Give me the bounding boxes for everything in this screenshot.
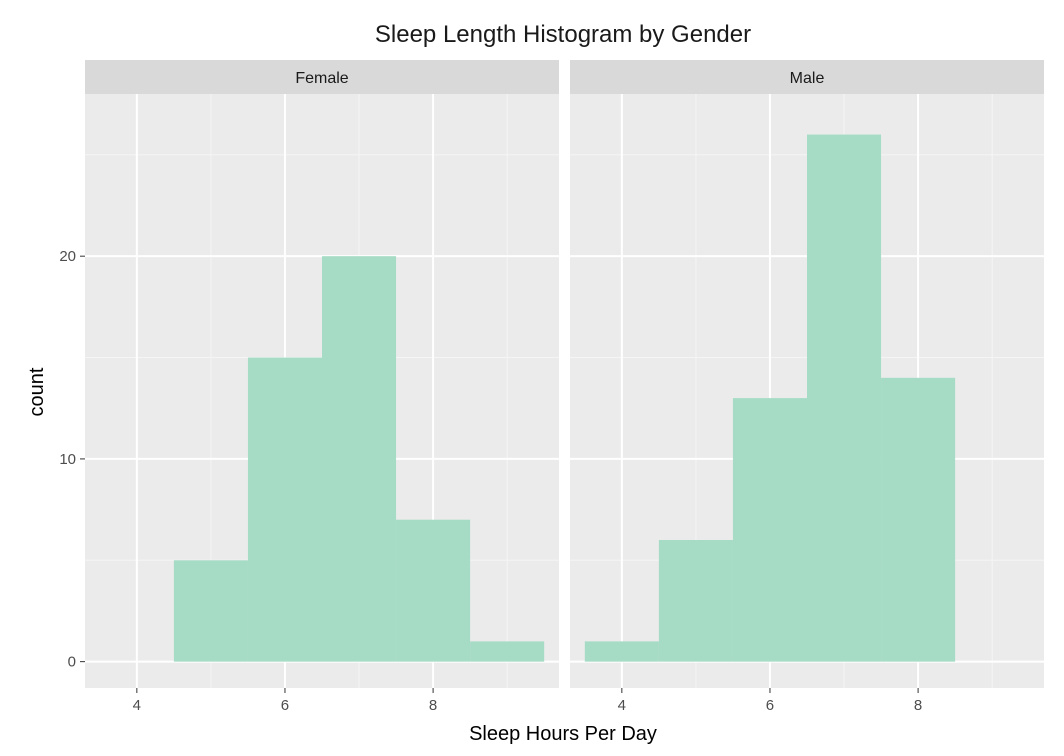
facet-panels: Female 4 6 8 Male 4 6 8: [85, 60, 1044, 714]
histogram-bar: [807, 134, 882, 662]
x-tick-label: 4: [618, 697, 626, 714]
histogram-bar: [470, 641, 545, 662]
y-tick-label: 20: [59, 248, 76, 265]
x-axis-label: Sleep Hours Per Day: [469, 723, 657, 745]
histogram-bar: [584, 641, 659, 662]
histogram-bar: [173, 560, 248, 662]
histogram-bar: [396, 519, 471, 662]
facet-strip-label: Male: [790, 70, 825, 87]
y-axis-label: count: [26, 367, 48, 416]
histogram-bar: [732, 398, 807, 662]
y-axis: 0 10 20: [59, 248, 85, 671]
x-tick-label: 4: [133, 697, 141, 714]
facet-strip: [570, 60, 1044, 94]
chart-title: Sleep Length Histogram by Gender: [375, 21, 751, 48]
histogram-bar: [658, 540, 733, 662]
histogram-bar: [247, 357, 322, 662]
facet-panel-male: Male 4 6 8: [570, 60, 1044, 714]
facet-strip-label: Female: [295, 70, 348, 87]
x-tick-label: 8: [429, 697, 437, 714]
y-tick-label: 0: [68, 654, 76, 671]
histogram-bar: [881, 377, 956, 662]
histogram-bar: [322, 256, 397, 662]
facet-panel-female: Female 4 6 8: [85, 60, 559, 714]
x-tick-label: 8: [914, 697, 922, 714]
y-tick-label: 10: [59, 451, 76, 468]
x-tick-label: 6: [766, 697, 774, 714]
x-tick-label: 6: [281, 697, 289, 714]
facet-strip: [85, 60, 559, 94]
